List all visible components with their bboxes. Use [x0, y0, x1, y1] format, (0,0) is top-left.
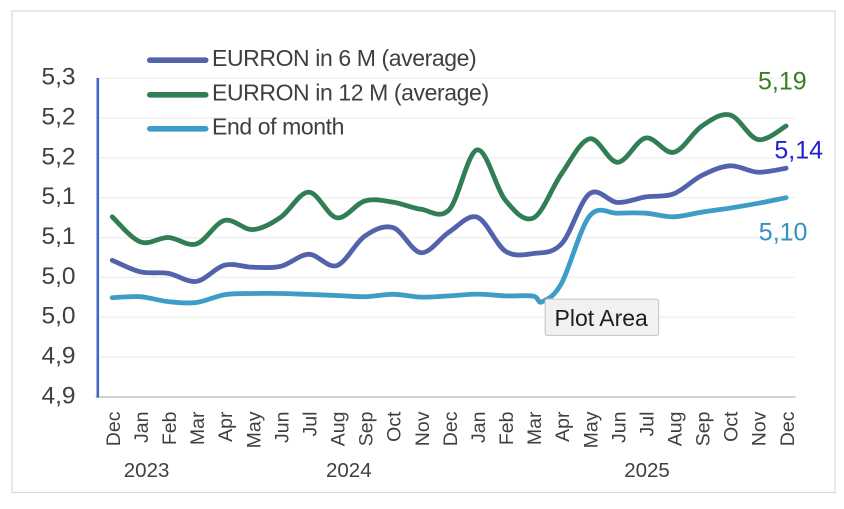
svg-text:5,3: 5,3 [41, 64, 75, 91]
svg-text:Jun: Jun [271, 412, 293, 443]
svg-text:5,14: 5,14 [774, 137, 823, 165]
svg-text:EURRON in 12 M (average): EURRON in 12 M (average) [212, 80, 489, 106]
svg-text:Jul: Jul [636, 412, 658, 437]
svg-text:Mar: Mar [187, 411, 209, 445]
svg-text:2025: 2025 [624, 459, 670, 482]
svg-text:5,0: 5,0 [41, 263, 75, 290]
svg-text:Jun: Jun [608, 412, 630, 443]
svg-text:Apr: Apr [552, 411, 574, 442]
svg-text:5,0: 5,0 [41, 303, 75, 330]
svg-text:Sep: Sep [356, 411, 378, 446]
svg-text:2024: 2024 [326, 459, 372, 482]
svg-text:Jul: Jul [300, 412, 322, 437]
svg-text:Nov: Nov [749, 411, 771, 446]
svg-text:5,2: 5,2 [41, 104, 75, 131]
svg-text:Dec: Dec [440, 411, 462, 446]
svg-text:Oct: Oct [384, 411, 406, 442]
svg-text:5,2: 5,2 [41, 143, 75, 170]
svg-text:End of month: End of month [212, 114, 344, 140]
svg-text:Sep: Sep [693, 411, 715, 446]
svg-text:Aug: Aug [665, 412, 687, 447]
svg-text:Plot Area: Plot Area [555, 305, 649, 331]
svg-text:Dec: Dec [777, 411, 799, 446]
svg-text:Mar: Mar [524, 411, 546, 445]
svg-text:Jan: Jan [468, 412, 490, 443]
svg-text:Jan: Jan [131, 412, 153, 443]
svg-text:Apr: Apr [215, 411, 237, 442]
svg-text:Dec: Dec [103, 411, 125, 446]
svg-text:Nov: Nov [412, 411, 434, 446]
svg-text:5,19: 5,19 [758, 68, 807, 96]
svg-text:5,1: 5,1 [41, 223, 75, 250]
svg-text:4,9: 4,9 [41, 343, 75, 370]
svg-text:May: May [243, 411, 265, 448]
svg-text:Oct: Oct [721, 411, 743, 442]
svg-text:5,1: 5,1 [41, 183, 75, 210]
svg-text:EURRON in 6 M (average): EURRON in 6 M (average) [212, 45, 476, 71]
svg-text:5,10: 5,10 [759, 218, 808, 246]
svg-text:Feb: Feb [496, 411, 518, 445]
svg-text:Aug: Aug [328, 412, 350, 447]
svg-text:Feb: Feb [159, 411, 181, 445]
svg-text:May: May [580, 411, 602, 448]
svg-text:2023: 2023 [124, 459, 170, 482]
svg-text:4,9: 4,9 [41, 382, 75, 409]
